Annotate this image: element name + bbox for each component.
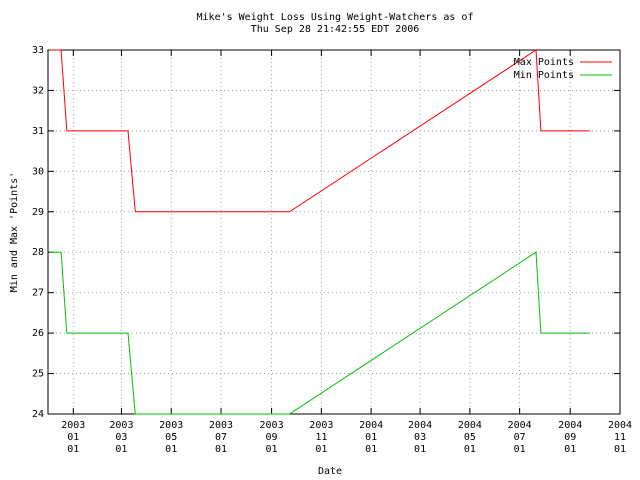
- y-tick-label: 25: [32, 369, 44, 380]
- x-tick-label: 2003 05 01: [159, 420, 184, 455]
- x-tick-label: 2003 07 01: [208, 420, 234, 455]
- x-tick-label: 2004 05 01: [457, 420, 482, 455]
- y-tick-label: 26: [32, 328, 44, 339]
- legend-label: Max Points: [514, 57, 574, 68]
- y-tick-label: 30: [32, 166, 44, 177]
- x-tick-label: 2003 11 01: [309, 420, 334, 455]
- x-tick-label: 2004 03 01: [408, 420, 433, 455]
- series-line: [49, 251, 590, 415]
- x-tick-label: 2004 07 01: [507, 420, 532, 455]
- x-tick-label: 2003 03 01: [109, 420, 134, 455]
- plot-frame: [47, 49, 621, 415]
- y-tick-label: 33: [32, 45, 44, 56]
- y-tick-label: 28: [32, 247, 44, 258]
- y-tick-label: 32: [32, 85, 44, 96]
- chart-title: Mike's Weight Loss Using Weight-Watchers…: [196, 12, 474, 35]
- y-tick-label: 31: [32, 126, 44, 137]
- legend-label: Min Points: [514, 70, 574, 81]
- x-tick-label: 2004 09 01: [558, 420, 583, 455]
- x-tick-label: 2004 01 01: [359, 420, 384, 455]
- y-tick-label: 24: [32, 409, 44, 420]
- x-tick-label: 2003 09 01: [259, 420, 284, 455]
- y-axis-label: Min and Max 'Points': [9, 172, 20, 292]
- x-tick-label: 2004 11 01: [607, 420, 633, 455]
- x-axis-label: Date: [317, 466, 343, 477]
- y-tick-label: 29: [32, 207, 44, 218]
- series-line: [49, 49, 590, 213]
- y-tick-label: 27: [32, 288, 44, 299]
- x-tick-label: 2003 01 01: [61, 420, 86, 455]
